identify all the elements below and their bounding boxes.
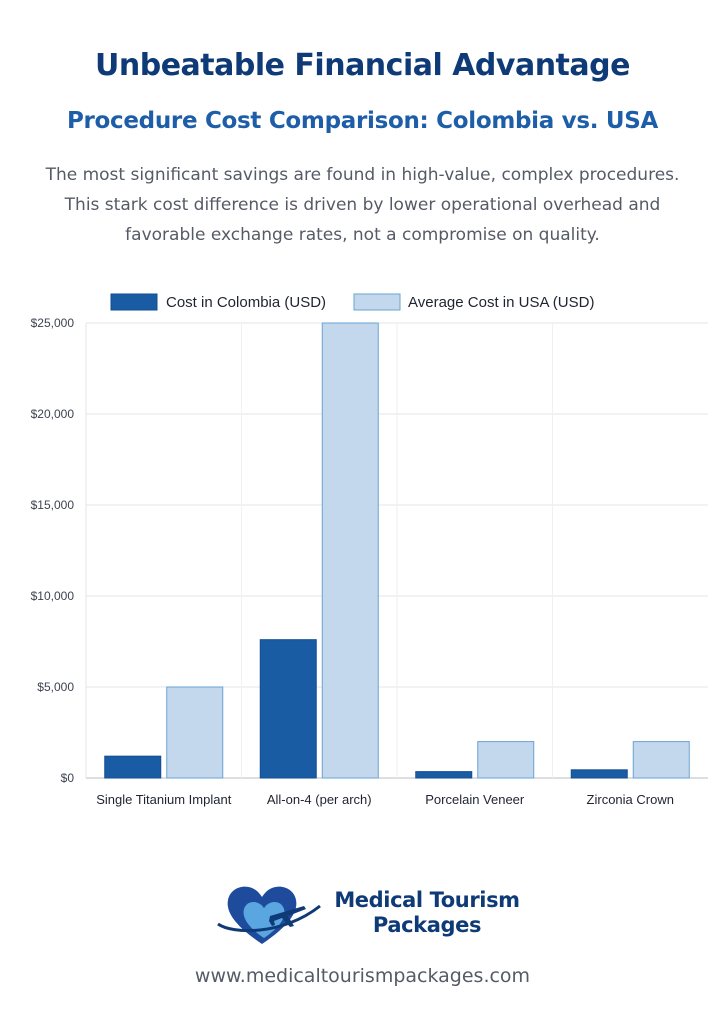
bar-usa [166,686,224,779]
x-tick-label: Zirconia Crown [587,792,674,807]
y-tick-label: $20,000 [31,407,75,421]
logo-text: Medical Tourism Packages [332,888,522,938]
bar-colombia [415,771,473,779]
cost-comparison-chart: $0 $5,000 $10,000 $15,000 $20,000 $25,000 Sing… [31,293,708,807]
x-tick-label: All-on-4 (per arch) [267,792,372,807]
page-title: Unbeatable Financial Advantage [95,48,630,83]
bar-colombia [570,769,628,779]
y-tick-label: $15,000 [31,498,75,512]
logo-line-1: Medical Tourism [334,888,520,912]
logo-line-2: Packages [372,913,482,937]
bar-usa [477,741,535,779]
y-tick-label: $10,000 [31,589,75,603]
legend-swatch [110,293,158,311]
y-tick-label: $25,000 [31,316,75,330]
footer-url: www.medicaltourismpackages.com [194,965,531,987]
bar-usa [321,322,379,779]
y-tick-label: $5,000 [37,680,74,694]
x-tick-label: Single Titanium Implant [96,792,232,807]
heart-airplane-icon [217,886,321,944]
bar-usa [632,741,690,779]
page-description: The most significant savings are found i… [45,165,680,245]
y-tick-label: $0 [61,771,75,785]
page-subtitle: Procedure Cost Comparison: Colombia vs. … [66,108,659,134]
legend-label: Cost in Colombia (USD) [166,294,326,311]
legend-swatch [353,293,401,311]
bar-colombia [104,755,162,779]
legend-label: Average Cost in USA (USD) [408,294,594,311]
x-tick-label: Porcelain Veneer [425,792,525,807]
bar-colombia [259,639,317,779]
logo: Medical Tourism Packages [212,880,532,950]
